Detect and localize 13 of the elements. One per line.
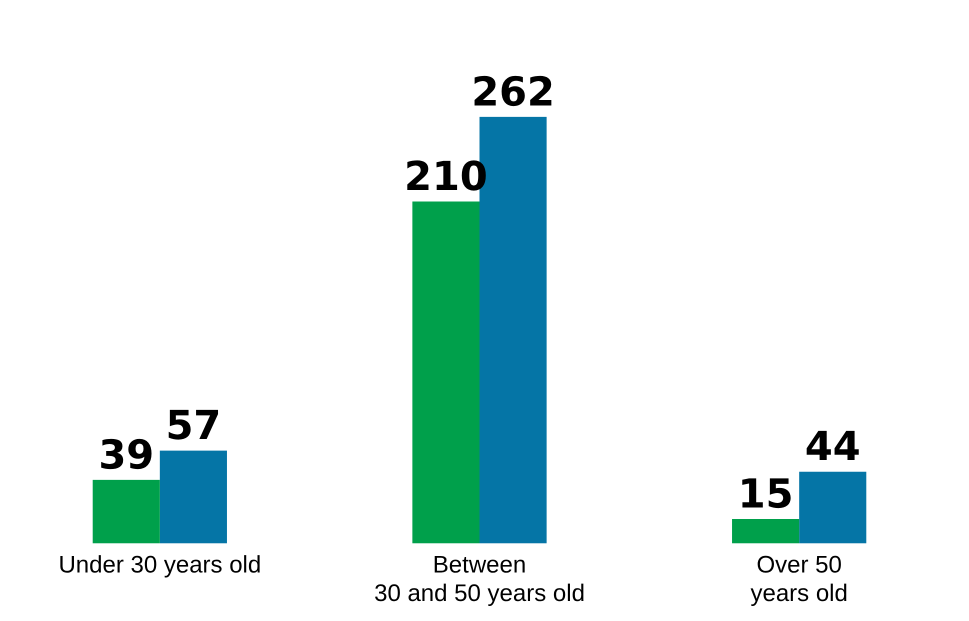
data-label: 15 <box>738 471 794 518</box>
data-label: 262 <box>471 69 555 116</box>
bar <box>160 450 227 544</box>
data-label: 39 <box>98 432 154 478</box>
x-tick-label: Under 30 years old <box>58 551 262 578</box>
bar <box>412 202 480 544</box>
x-tick-label: Over 50 years old <box>750 551 848 608</box>
bar <box>799 472 866 544</box>
data-label: 44 <box>804 424 861 470</box>
x-tick-label: Between 30 and 50 years old <box>374 551 585 608</box>
bar <box>732 518 800 544</box>
bar <box>92 480 160 544</box>
data-label: 57 <box>166 402 222 449</box>
